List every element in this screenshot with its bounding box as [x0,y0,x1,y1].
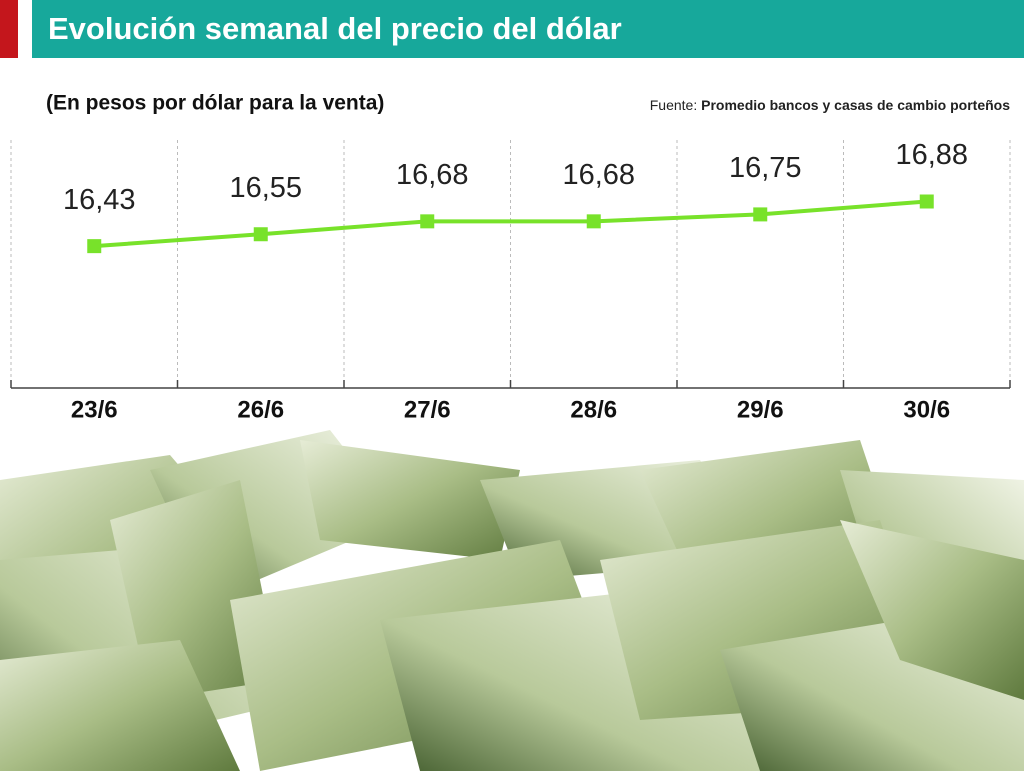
x-tick-label: 27/6 [404,396,451,423]
header-bar [32,0,1024,58]
line [94,199,927,249]
x-tick-label: 23/6 [71,396,118,423]
value-label: 16,88 [895,139,968,171]
header-accent [0,0,18,58]
marker [87,239,102,254]
source: Fuente: Promedio bancos y casas de cambi… [650,97,1010,113]
marker [420,214,435,229]
value-label: 16,68 [562,159,635,191]
value-label: 16,55 [229,172,302,204]
marker [919,194,934,209]
chart-title: Evolución semanal del precio del dólar [48,11,622,46]
subtitle: (En pesos por dólar para la venta) [46,92,384,115]
value-label: 16,68 [396,159,469,191]
x-tick-label: 29/6 [737,396,784,423]
marker [586,214,601,229]
money-illustration [0,430,1024,771]
value-label: 16,75 [729,152,802,184]
x-tick-label: 26/6 [237,396,284,423]
x-tick-label: 28/6 [570,396,617,423]
value-label: 16,43 [63,184,136,216]
marker [753,207,768,222]
source-label: Fuente: [650,97,697,113]
source-text: Promedio bancos y casas de cambio porteñ… [701,97,1010,113]
marker [253,227,268,242]
x-tick-label: 30/6 [903,396,950,423]
